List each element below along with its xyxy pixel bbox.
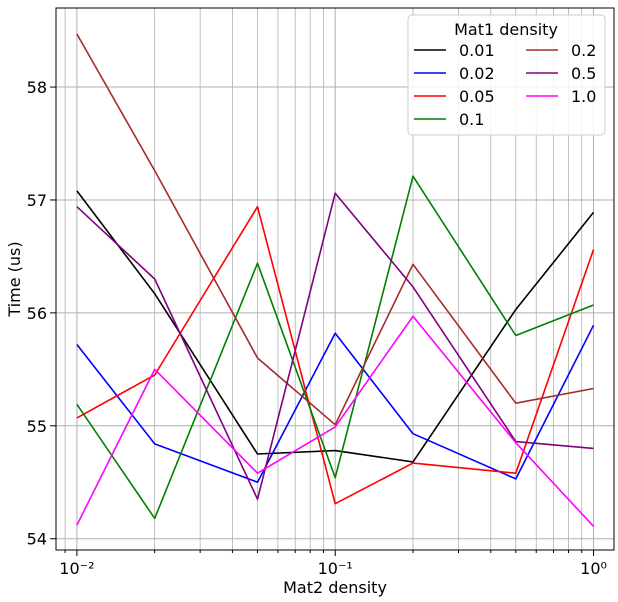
y-tick-label: 54	[27, 530, 47, 549]
legend-label-1.0: 1.0	[571, 87, 596, 106]
y-tick-label: 56	[27, 304, 47, 323]
legend-label-0.2: 0.2	[571, 41, 596, 60]
axis-ticks: 54 55 56 57 58 10⁻² 10⁻¹ 10⁰	[27, 78, 607, 578]
legend-label-0.5: 0.5	[571, 64, 596, 83]
legend-label-0.01: 0.01	[459, 41, 495, 60]
legend-items: 0.01 0.02 0.05 0.1 0.2 0.5 1.0	[414, 41, 596, 129]
legend-title: Mat1 density	[454, 20, 558, 39]
legend-box	[407, 14, 606, 136]
y-axis-label: Time (us)	[5, 241, 24, 317]
legend-label-0.02: 0.02	[459, 64, 495, 83]
x-axis-label: Mat2 density	[283, 578, 387, 597]
y-tick-label: 58	[27, 78, 47, 97]
series-lines	[76, 33, 595, 527]
y-tick-label: 55	[27, 417, 47, 436]
series-line-0.1	[76, 175, 594, 520]
x-tick-label: 10⁻²	[59, 559, 94, 578]
series-line-0.01	[76, 190, 595, 463]
series-line-0.02	[76, 324, 595, 484]
legend-label-0.1: 0.1	[459, 110, 484, 129]
x-tick-label: 10⁻¹	[318, 559, 353, 578]
series-line-1.0	[76, 315, 595, 527]
legend-label-0.05: 0.05	[459, 87, 495, 106]
legend: Mat1 density 0.01 0.02 0.05 0.1 0.2 0.5 1.0	[407, 14, 606, 136]
y-tick-label: 57	[27, 191, 47, 210]
series-line-0.2	[76, 33, 594, 426]
series-line-0.05	[76, 205, 595, 505]
x-tick-label: 10⁰	[580, 559, 607, 578]
